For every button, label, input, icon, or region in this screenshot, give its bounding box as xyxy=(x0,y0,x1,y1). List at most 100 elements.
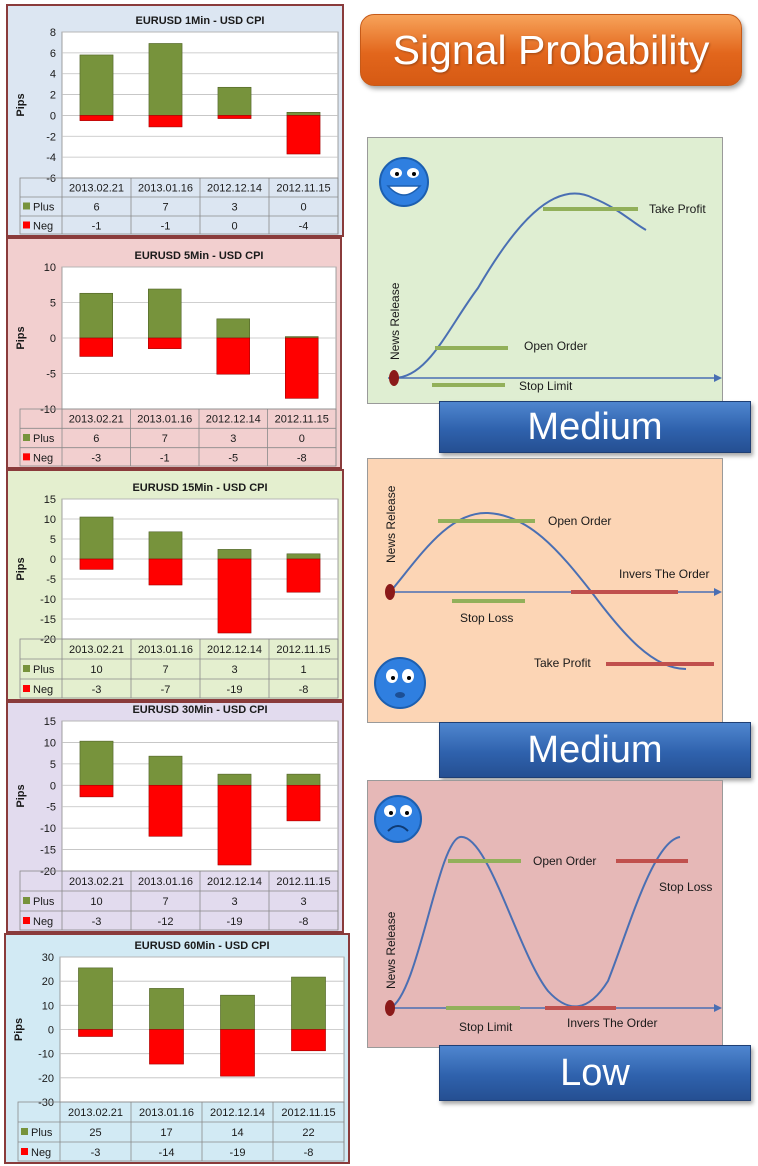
y-tick-label: 15 xyxy=(44,716,56,728)
x-category-label: 2012.11.15 xyxy=(281,1107,335,1119)
x-category-label: 2013.02.21 xyxy=(69,414,124,426)
news-release-label: News Release xyxy=(384,911,398,989)
time-axis-arrow xyxy=(714,1004,722,1012)
chart-svg-30min: 15 10 5 0 -5 -10 -15 -20 EURUSD 30Min - USD CPI P… xyxy=(8,703,342,931)
bar-plus xyxy=(286,553,321,560)
table-cell: -1 xyxy=(161,221,171,233)
signal-panel-1: Take Profit Open Order Stop Limit News R… xyxy=(367,137,723,404)
bar-plus xyxy=(79,516,114,560)
y-tick-label: -20 xyxy=(38,1073,54,1085)
y-tick-label: -2 xyxy=(46,131,56,143)
signal-diagram-3: Open Order Stop Loss Stop Limit Invers T… xyxy=(374,795,722,1034)
y-tick-label: -20 xyxy=(40,866,56,878)
table-cell: 0 xyxy=(300,202,306,214)
bar-neg xyxy=(78,1029,113,1037)
legend-label: Plus xyxy=(33,433,55,445)
y-axis-label: Pips xyxy=(13,1018,25,1041)
y-tick-label: 0 xyxy=(48,1025,54,1037)
legend-label: Neg xyxy=(33,221,53,233)
table-cell: -8 xyxy=(304,1147,314,1159)
invers-order-label: Invers The Order xyxy=(567,1016,657,1030)
take-profit-label: Take Profit xyxy=(534,656,591,670)
bar-neg xyxy=(286,558,321,593)
bar-neg xyxy=(291,1029,326,1052)
bar-plus xyxy=(286,112,321,116)
table-cell: -19 xyxy=(227,684,243,696)
bar-plus xyxy=(78,967,113,1030)
stop-loss-label: Stop Loss xyxy=(460,611,513,625)
time-axis-arrow xyxy=(714,588,722,596)
bar-plus xyxy=(217,86,252,116)
chart-panel-30min: 15 10 5 0 -5 -10 -15 -20 EURUSD 30Min - USD CPI P… xyxy=(6,701,344,933)
chart-panel-1min: 8 6 4 2 0 -2 -4 -6 EURUSD 1Min - USD CPI Pips 2013… xyxy=(6,4,344,237)
table-cell: 0 xyxy=(231,221,237,233)
legend-label: Neg xyxy=(33,916,53,928)
x-category-label: 2013.02.21 xyxy=(69,876,124,888)
time-axis-arrow xyxy=(714,374,722,382)
bar-neg xyxy=(79,784,114,798)
x-category-label: 2013.01.16 xyxy=(138,183,193,195)
y-tick-label: 10 xyxy=(42,1000,54,1012)
table-cell: 3 xyxy=(230,433,236,445)
smiley-happy-icon xyxy=(379,157,429,207)
x-category-label: 2013.01.16 xyxy=(139,1107,194,1119)
y-tick-label: -30 xyxy=(38,1097,54,1109)
legend-key xyxy=(23,221,30,229)
y-tick-label: 15 xyxy=(44,494,56,506)
bar-neg xyxy=(285,337,319,399)
y-tick-label: -10 xyxy=(40,823,56,835)
y-tick-label: 5 xyxy=(50,298,56,310)
y-tick-label: 10 xyxy=(44,262,56,274)
y-tick-label: 0 xyxy=(50,554,56,566)
signal-diagram-2: Open Order Stop Loss Invers The Order Ta… xyxy=(374,485,722,709)
table-cell: 3 xyxy=(300,896,306,908)
chart-title: EURUSD 30Min - USD CPI xyxy=(132,704,267,716)
table-cell: -7 xyxy=(161,684,171,696)
probability-level-2: Medium xyxy=(439,722,751,778)
legend-key xyxy=(21,1128,28,1135)
probability-level-3: Low xyxy=(439,1045,751,1101)
legend-label: Plus xyxy=(33,664,55,676)
bar-plus xyxy=(79,54,114,116)
x-category-label: 2013.01.16 xyxy=(138,876,193,888)
table-cell: 25 xyxy=(89,1127,101,1139)
table-cell: 22 xyxy=(302,1127,314,1139)
y-axis-label: Pips xyxy=(15,557,27,580)
table-cell: -4 xyxy=(299,221,309,233)
legend-label: Plus xyxy=(33,202,55,214)
y-tick-label: -5 xyxy=(46,369,56,381)
x-category-label: 2012.12.14 xyxy=(207,876,262,888)
legend-key xyxy=(23,453,30,461)
table-cell: -19 xyxy=(230,1147,246,1159)
bar-plus xyxy=(79,292,113,339)
bar-plus xyxy=(79,740,114,786)
bar-plus xyxy=(220,994,255,1030)
x-category-label: 2013.01.16 xyxy=(138,644,193,656)
chart-svg-1min: 8 6 4 2 0 -2 -4 -6 EURUSD 1Min - USD CPI Pips 2013… xyxy=(8,6,342,235)
x-category-label: 2013.01.16 xyxy=(137,414,192,426)
bar-neg xyxy=(286,115,321,155)
bar-neg xyxy=(220,1029,255,1077)
table-cell: 7 xyxy=(162,433,168,445)
table-cell: 0 xyxy=(299,433,305,445)
bar-plus xyxy=(217,773,252,786)
news-release-marker xyxy=(385,1000,395,1016)
x-category-label: 2012.12.14 xyxy=(210,1107,265,1119)
table-cell: 17 xyxy=(160,1127,172,1139)
y-tick-label: -10 xyxy=(38,1049,54,1061)
y-tick-label: -5 xyxy=(46,574,56,586)
bar-neg xyxy=(286,784,321,822)
bar-plus xyxy=(148,288,182,339)
legend-label: Neg xyxy=(33,452,53,464)
legend-label: Plus xyxy=(31,1127,53,1139)
legend-label: Plus xyxy=(33,896,55,908)
bar-neg xyxy=(149,1029,184,1065)
chart-title: EURUSD 5Min - USD CPI xyxy=(135,250,264,262)
y-axis-label: Pips xyxy=(15,93,27,116)
y-tick-label: 0 xyxy=(50,780,56,792)
chart-panel-60min: 30 20 10 0 -10 -20 -30 EURUSD 60Min - USD CPI Pi… xyxy=(4,933,350,1164)
legend-label: Neg xyxy=(31,1147,51,1159)
signal-panel-2: Open Order Stop Loss Invers The Order Ta… xyxy=(367,458,723,723)
bar-plus xyxy=(148,755,183,786)
probability-level-1: Medium xyxy=(439,401,751,453)
